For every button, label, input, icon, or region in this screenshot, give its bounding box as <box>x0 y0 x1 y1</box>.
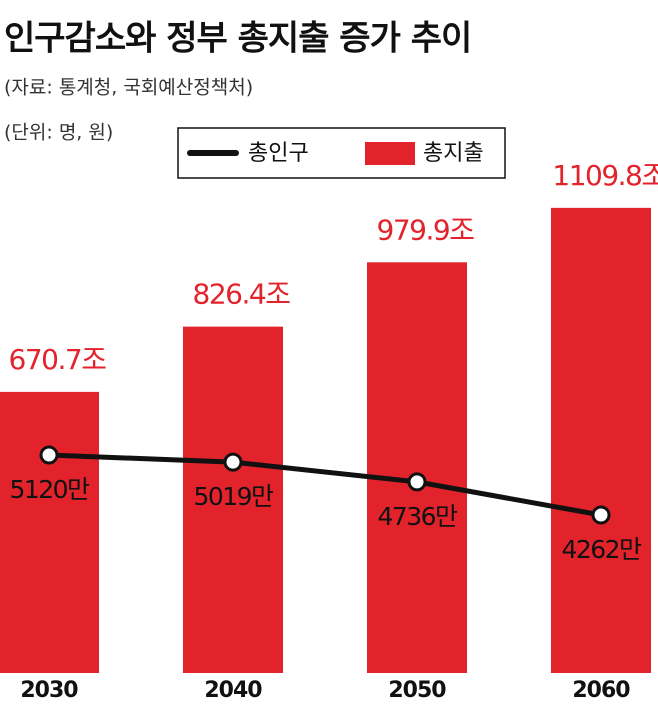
bar-value-label: 670.7조 <box>9 343 107 376</box>
bar <box>183 326 283 673</box>
bar <box>551 207 651 673</box>
unit-note: (단위: 명, 원) <box>4 122 113 144</box>
legend-label: 총지출 <box>423 141 484 166</box>
bar-value-label: 1109.8조 <box>552 159 658 192</box>
x-tick-label: 2050 <box>388 678 446 703</box>
line-point <box>39 445 59 465</box>
line-point <box>407 472 427 492</box>
legend-label: 총인구 <box>248 141 309 166</box>
line <box>48 452 602 518</box>
legend-swatch <box>365 142 415 165</box>
bar <box>367 262 467 673</box>
bar-value-label: 826.4조 <box>193 278 291 311</box>
line-value-label: 4262만 <box>561 535 642 564</box>
x-tick-label: 2040 <box>204 678 262 703</box>
subtitle: (자료: 통계청, 국회예산정책처) <box>4 77 253 99</box>
bar <box>0 391 99 673</box>
x-tick-label: 2030 <box>20 678 78 703</box>
line-point <box>591 505 611 525</box>
line-value-label: 4736만 <box>377 502 458 531</box>
x-tick-label: 2060 <box>572 678 630 703</box>
bar-value-label: 979.9조 <box>377 213 475 246</box>
line-value-label: 5120만 <box>9 475 90 504</box>
line-point <box>223 452 243 472</box>
chart-title: 인구감소와 정부 총지출 증가 추이 <box>4 19 471 59</box>
line-value-label: 5019만 <box>193 482 274 511</box>
